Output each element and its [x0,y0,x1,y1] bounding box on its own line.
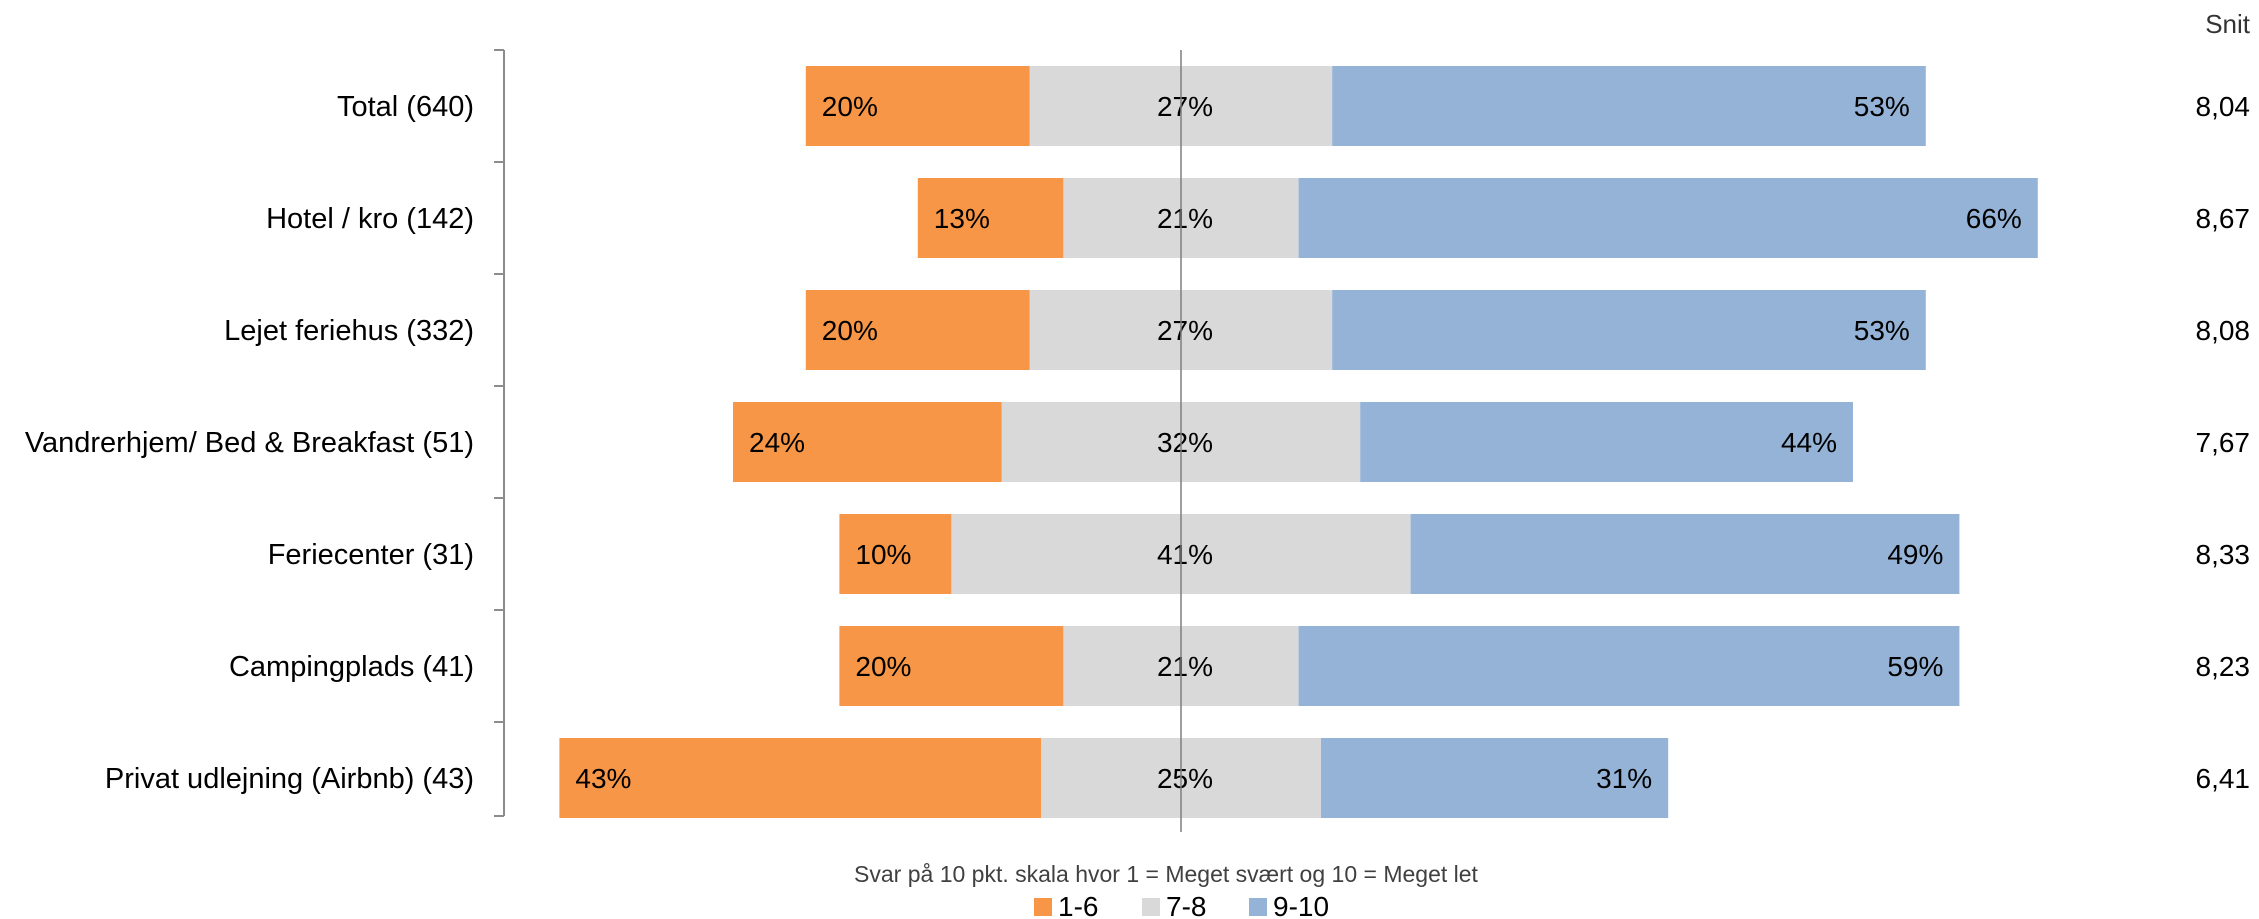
snit-value: 8,04 [2196,91,2251,122]
legend-swatch-1-6 [1034,898,1052,916]
bar-segment-9-10 [1332,66,1926,146]
data-label: 53% [1854,91,1910,122]
data-label: 27% [1157,315,1213,346]
data-label: 53% [1854,315,1910,346]
bar-segment-9-10 [1410,514,1960,594]
data-label: 20% [822,91,878,122]
legend-label: 1-6 [1058,891,1098,919]
category-label: Total (640) [337,91,474,123]
data-label: 32% [1157,427,1213,458]
data-label: 25% [1157,763,1213,794]
snit-header: Snit [2205,9,2251,39]
category-label: Vandrerhjem/ Bed & Breakfast (51) [25,427,474,459]
bar-segment-1-6 [805,290,1030,370]
data-label: 59% [1887,651,1943,682]
data-label: 66% [1966,203,2022,234]
bar-segment-9-10 [1321,738,1669,818]
data-label: 21% [1157,203,1213,234]
data-label: 21% [1157,651,1213,682]
bar-segment-9-10 [1332,290,1926,370]
bar-segment-1-6 [917,178,1064,258]
legend-swatch-9-10 [1249,898,1267,916]
data-label: 10% [855,539,911,570]
data-label: 20% [822,315,878,346]
category-label: Campingplads (41) [229,651,474,683]
snit-value: 8,67 [2196,203,2251,234]
legend-swatch-7-8 [1142,898,1160,916]
bar-segment-9-10 [1298,178,2038,258]
category-label: Privat udlejning (Airbnb) (43) [105,763,474,795]
data-label: 20% [855,651,911,682]
data-label: 43% [575,763,631,794]
bar-segment-1-6 [559,738,1041,818]
data-label: 31% [1596,763,1652,794]
bar-segment-1-6 [805,66,1030,146]
x-axis-label: Svar på 10 pkt. skala hvor 1 = Meget svæ… [854,861,1478,887]
bar-segment-1-6 [733,402,1002,482]
legend-label: 7-8 [1166,891,1206,919]
snit-value: 8,08 [2196,315,2251,346]
bar-segment-1-6 [839,514,952,594]
bar-segment-9-10 [1360,402,1853,482]
legend-label: 9-10 [1273,891,1329,919]
snit-value: 6,41 [2196,763,2251,794]
data-label: 27% [1157,91,1213,122]
data-label: 24% [749,427,805,458]
snit-value: 7,67 [2196,427,2251,458]
data-label: 44% [1781,427,1837,458]
category-label: Feriecenter (31) [268,539,474,571]
snit-value: 8,33 [2196,539,2251,570]
data-label: 41% [1157,539,1213,570]
snit-value: 8,23 [2196,651,2251,682]
category-label: Lejet feriehus (332) [224,315,474,347]
category-label: Hotel / kro (142) [266,203,474,235]
data-label: 49% [1887,539,1943,570]
data-label: 13% [934,203,990,234]
bar-segment-1-6 [839,626,1064,706]
bar-segment-9-10 [1298,626,1960,706]
